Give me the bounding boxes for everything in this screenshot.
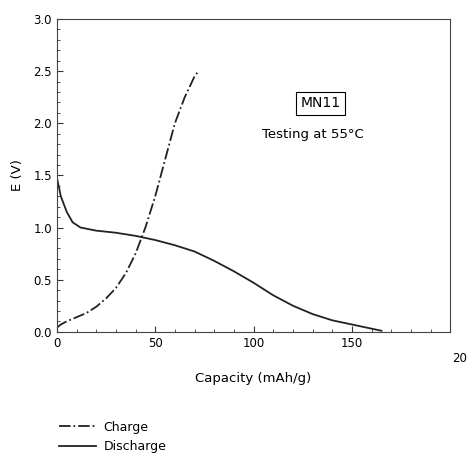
Text: Capacity (mAh/g): Capacity (mAh/g) (195, 373, 312, 385)
Legend: Charge, Discharge: Charge, Discharge (54, 416, 172, 458)
Text: MN11: MN11 (301, 96, 340, 110)
Text: Testing at 55°C: Testing at 55°C (262, 128, 364, 141)
Text: 20: 20 (452, 352, 467, 365)
Text: E (V): E (V) (11, 159, 24, 191)
